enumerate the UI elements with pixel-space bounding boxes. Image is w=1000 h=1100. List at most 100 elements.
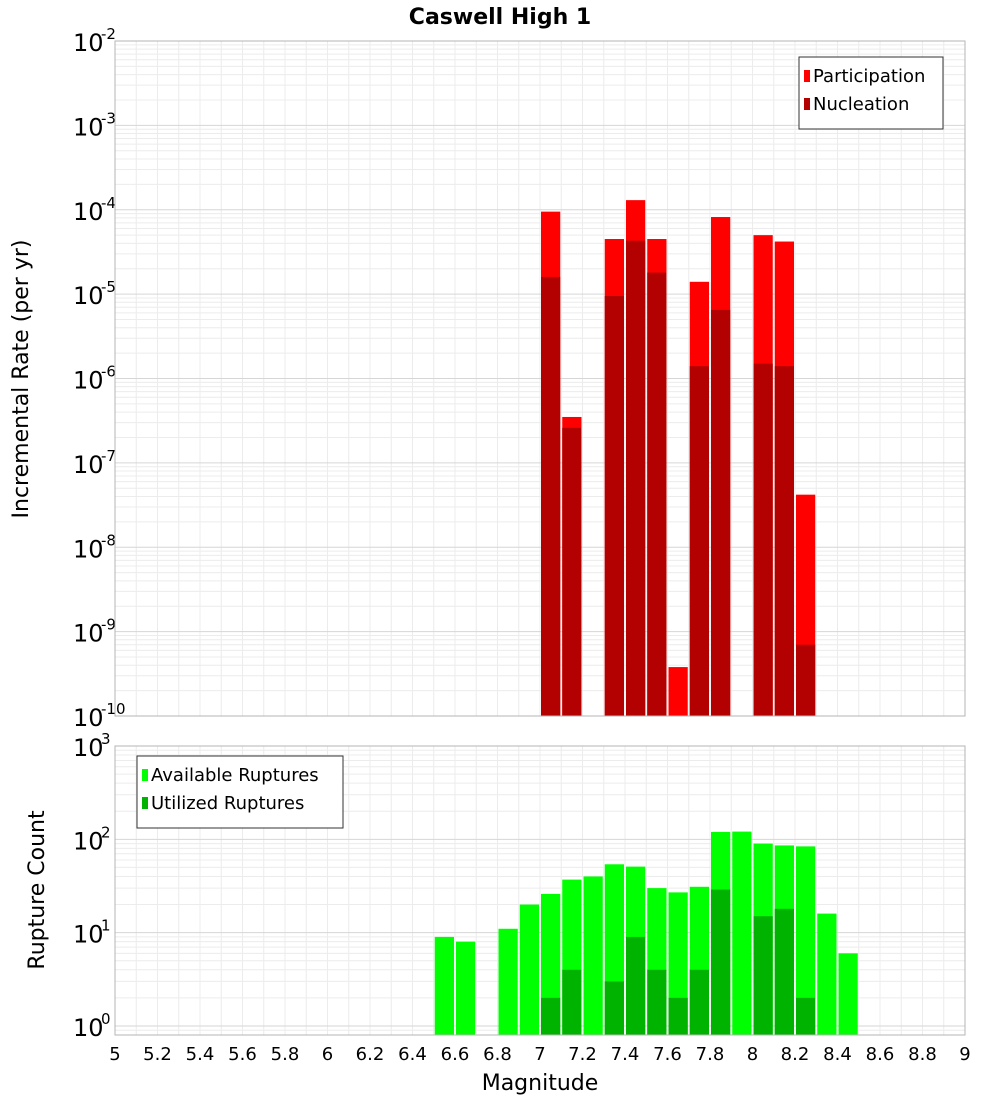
y-tick-base: 10: [73, 704, 104, 732]
y-tick-label: 10-9: [73, 616, 116, 648]
y-tick-base: 10: [73, 367, 104, 395]
y-tick-base: 10: [73, 113, 104, 141]
x-tick-label: 9: [959, 1044, 970, 1065]
y-tick-base: 10: [73, 198, 104, 226]
bar-nucleation: [796, 644, 816, 716]
x-tick-label: 6.2: [356, 1044, 385, 1065]
bar-utilized-ruptures: [626, 936, 646, 1035]
bar-utilized-ruptures: [541, 997, 561, 1035]
bottom-grid: [114, 746, 966, 1036]
x-tick-label: 5.2: [143, 1044, 172, 1065]
bar-nucleation: [626, 240, 646, 717]
y-tick-base: 10: [73, 29, 104, 57]
top-y-axis-label: Incremental Rate (per yr): [9, 240, 34, 519]
bar-available-ruptures: [796, 846, 816, 1035]
y-tick-base: 10: [73, 734, 104, 762]
y-tick-label: 10-10: [73, 700, 126, 732]
bar-utilized-ruptures: [711, 889, 731, 1035]
legend-swatch: [142, 797, 148, 809]
y-tick-base: 10: [73, 620, 104, 648]
top-bars: [541, 200, 816, 717]
bar-utilized-ruptures: [774, 908, 794, 1035]
bar-nucleation: [562, 427, 582, 716]
y-tick-exponent: 1: [101, 917, 111, 935]
legend-swatch: [804, 70, 810, 82]
y-tick-label: 10-6: [73, 363, 116, 395]
x-tick-label: 8.4: [823, 1044, 852, 1065]
x-tick-label: 5.6: [228, 1044, 257, 1065]
y-tick-exponent: -4: [101, 194, 116, 212]
y-tick-exponent: -7: [101, 447, 116, 465]
bar-utilized-ruptures: [796, 997, 816, 1035]
y-tick-base: 10: [73, 451, 104, 479]
bottom-plot-border: [114, 745, 966, 1036]
bar-available-ruptures: [456, 941, 476, 1035]
x-tick-label: 6: [322, 1044, 333, 1065]
x-axis-label: Magnitude: [482, 1071, 599, 1096]
x-tick-label: 5.8: [271, 1044, 300, 1065]
y-tick-exponent: -8: [101, 531, 116, 549]
bar-available-ruptures: [817, 913, 837, 1035]
legend-box: [136, 755, 344, 829]
y-tick-label: 101: [73, 917, 111, 949]
bottom-legend: Available Ruptures Utilized Ruptures: [136, 755, 344, 829]
x-tick-label: 7.6: [653, 1044, 682, 1065]
bar-utilized-ruptures: [689, 969, 709, 1035]
bar-utilized-ruptures: [668, 997, 688, 1035]
bar-utilized-ruptures: [753, 916, 773, 1035]
x-tick-label: 7: [534, 1044, 545, 1065]
x-tick-label: 8.8: [908, 1044, 937, 1065]
legend-swatch: [804, 98, 810, 110]
y-tick-label: 10-7: [73, 447, 116, 479]
x-tick-label: 8: [747, 1044, 758, 1065]
x-tick-label: 6.8: [483, 1044, 512, 1065]
top-grid: [114, 41, 966, 717]
bar-nucleation: [711, 309, 731, 716]
top-legend: Participation Nucleation: [798, 56, 944, 130]
y-tick-exponent: -2: [101, 25, 116, 43]
legend-label: Utilized Ruptures: [151, 793, 304, 814]
y-tick-exponent: -5: [101, 278, 116, 296]
bar-utilized-ruptures: [604, 981, 624, 1035]
bar-nucleation: [647, 272, 667, 716]
bottom-y-axis-label: Rupture Count: [25, 810, 50, 970]
y-tick-label: 102: [73, 823, 111, 855]
bar-nucleation: [604, 296, 624, 716]
x-tick-label: 5: [109, 1044, 120, 1065]
y-tick-label: 100: [73, 1010, 111, 1042]
y-tick-exponent: -9: [101, 616, 116, 634]
y-tick-exponent: 3: [101, 730, 111, 748]
y-tick-exponent: -10: [101, 700, 126, 718]
legend-label: Available Ruptures: [151, 765, 319, 786]
legend-label: Nucleation: [813, 94, 909, 115]
x-tick-label: 7.2: [568, 1044, 597, 1065]
x-ticks: 5 5.2 5.4 5.6 5.8 6 6.2 6.4 6.6 6.8 7 7.2 7.4 7.6 7.8 8…: [109, 1044, 970, 1065]
bar-utilized-ruptures: [647, 969, 667, 1035]
bar-nucleation: [753, 363, 773, 716]
y-tick-label: 10-8: [73, 531, 116, 563]
y-tick-label: 10-4: [73, 194, 116, 226]
bar-participation: [668, 667, 688, 716]
legend-box: [798, 56, 944, 130]
y-tick-base: 10: [73, 282, 104, 310]
x-tick-label: 7.4: [611, 1044, 640, 1065]
bar-available-ruptures: [434, 936, 454, 1035]
top-plot-border: [114, 40, 966, 717]
bar-nucleation: [689, 366, 709, 716]
chart-title: Caswell High 1: [409, 5, 591, 30]
legend-label: Participation: [813, 66, 925, 87]
bar-nucleation: [541, 276, 561, 716]
y-tick-base: 10: [73, 827, 104, 855]
x-tick-label: 8.6: [866, 1044, 895, 1065]
bar-available-ruptures: [498, 928, 518, 1035]
x-tick-label: 6.4: [398, 1044, 427, 1065]
y-tick-label: 103: [73, 730, 111, 762]
y-tick-base: 10: [73, 921, 104, 949]
y-tick-exponent: 2: [101, 823, 111, 841]
y-tick-base: 10: [73, 535, 104, 563]
